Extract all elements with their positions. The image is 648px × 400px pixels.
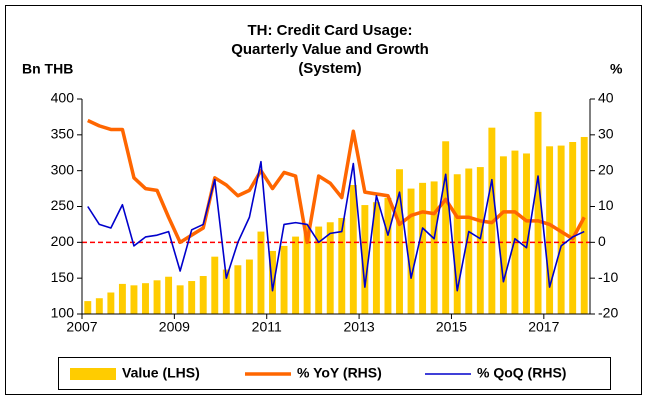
bar (211, 256, 219, 314)
bar (419, 182, 427, 314)
bar (142, 283, 149, 314)
y-tick-label: 250 (51, 197, 75, 213)
bar (165, 276, 173, 314)
legend-swatch (70, 368, 116, 380)
line-series (87, 118, 586, 245)
y-tick-label: 300 (51, 161, 75, 177)
bar (372, 202, 380, 314)
y-tick-label: 150 (51, 269, 75, 285)
y2-tick-label: 30 (598, 126, 614, 142)
bar (315, 226, 323, 314)
y2-tick-label: -20 (598, 305, 618, 321)
y-tick-label: 200 (51, 233, 75, 249)
bar (361, 205, 369, 314)
bar (569, 142, 577, 314)
bar (349, 185, 357, 314)
chart-title: Quarterly Value and Growth (231, 41, 429, 58)
bar (199, 276, 207, 314)
bar (580, 136, 588, 314)
bar (95, 298, 103, 314)
chart-title: TH: Credit Card Usage: (247, 22, 412, 39)
bar (153, 280, 161, 314)
x-tick-label: 2007 (66, 319, 97, 335)
x-tick-label: 2011 (252, 319, 282, 335)
x-tick-label: 2017 (528, 319, 559, 335)
bar (326, 222, 334, 314)
bar (245, 259, 253, 314)
y2-tick-label: 20 (598, 161, 614, 177)
x-tick-label: 2015 (436, 319, 467, 335)
bar (280, 245, 288, 314)
x-tick-label: 2013 (344, 319, 375, 335)
bar (546, 146, 554, 314)
bar (130, 285, 138, 314)
bar (384, 197, 392, 314)
bar (453, 174, 461, 314)
bar (523, 153, 530, 314)
bar (511, 150, 519, 314)
bar (222, 269, 230, 314)
x-tick-label: 2009 (159, 319, 190, 335)
bar (257, 231, 265, 314)
bar (465, 168, 473, 314)
chart-title: (System) (298, 60, 361, 77)
bar (107, 292, 115, 314)
bar (303, 224, 311, 314)
bar (188, 281, 196, 314)
y2-tick-label: -10 (598, 269, 618, 285)
y-axis-label: Bn THB (22, 61, 73, 77)
y2-tick-label: 40 (598, 90, 614, 106)
bar (442, 141, 450, 314)
line-series (87, 160, 585, 292)
y-tick-label: 100 (51, 305, 75, 321)
y-tick-label: 350 (51, 126, 75, 142)
y2-tick-label: 0 (598, 233, 606, 249)
bar (338, 217, 346, 314)
bar (396, 169, 403, 314)
bar (84, 301, 92, 314)
bar (499, 156, 507, 314)
bar (118, 283, 126, 314)
legend-label: % QoQ (RHS) (477, 365, 566, 381)
bar (476, 167, 484, 314)
y2-tick-label: 10 (598, 197, 614, 213)
legend-label: Value (LHS) (122, 365, 200, 381)
legend-box (58, 357, 611, 390)
y-tick-label: 400 (51, 90, 75, 106)
bar (534, 111, 542, 315)
bar (234, 265, 242, 314)
bar (176, 285, 184, 314)
bar (430, 181, 438, 314)
bar (407, 188, 415, 314)
legend-label: % YoY (RHS) (297, 365, 382, 381)
y2-axis-label: % (610, 61, 623, 77)
bar (292, 236, 300, 314)
